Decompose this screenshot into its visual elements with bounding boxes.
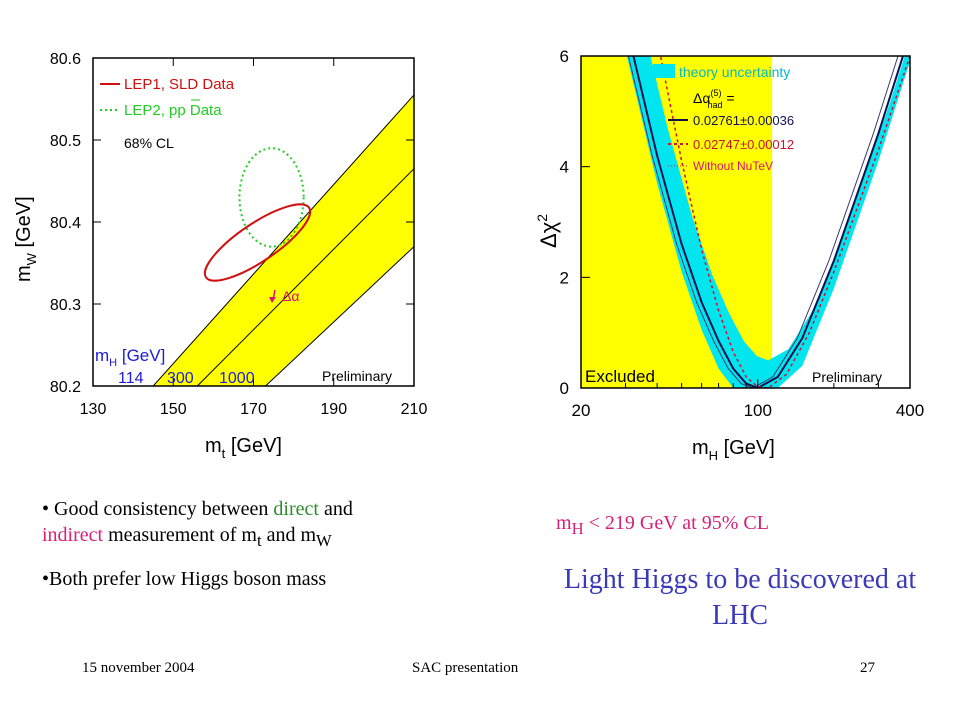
higgs-mass-limit: mH < 219 GeV at 95% CL [556,512,769,539]
higgs-line-1000 [265,246,414,386]
higgs-line-300 [196,168,414,386]
mh-value-114: 114 [118,370,144,387]
footer-date: 15 november 2004 [82,660,195,676]
sub-t: t [256,531,262,550]
left-plot-area [152,94,414,386]
right-y-axis-title: Δχ2 [534,214,561,248]
bullet-list: • Good consistency between direct and ind… [42,496,472,604]
bullet-1-text: Good consistency between [54,498,274,520]
bullet-1-mid: measurement of m [103,524,257,546]
cl-label: 68% CL [124,135,174,151]
higgs-line-114 [152,94,414,386]
left-y-tick-label: 80.5 [50,133,81,150]
left-y-tick-label: 80.2 [50,379,81,396]
left-x-tick-label: 190 [320,401,347,418]
right-y-tick-label: 4 [560,158,569,177]
bullet-2-text: Both prefer low Higgs boson mass [49,568,327,590]
left-axis-ticks: 130 150 170 190 210 80.2 80.3 80.4 80.5 80.6 [50,51,428,418]
legend-label-nutev: Without NuTeV [693,159,773,173]
mh-value-300: 300 [167,370,194,387]
right-y-tick-label: 2 [560,268,569,287]
legend-label-lep1: LEP1, SLD Data [124,76,235,93]
limit-sub-h: H [571,519,584,538]
limit-text: < 219 GeV at 95% CL [583,512,769,534]
delta-alpha-label: Δα [282,288,299,304]
light-higgs-conclusion: Light Higgs to be discovered at LHC [563,564,917,631]
left-x-axis-title: mt [GeV] [205,435,282,461]
excluded-label: Excluded [585,367,655,386]
legend-label-lep2: LEP2, pp Data [124,102,222,119]
right-axis-ticks: 20 100 400 0 2 4 6 [560,47,925,420]
left-x-tick-label: 130 [80,401,107,418]
left-y-axis-title: mW [GeV] [13,196,39,282]
footer-page-number: 27 [860,660,875,676]
indirect-word: indirect [42,524,104,546]
legend-swatch-theory [653,64,675,78]
left-x-tick-label: 150 [160,401,187,418]
bullet-low-higgs: •Both prefer low Higgs boson mass [42,568,327,590]
right-x-tick-label: 20 [572,401,591,420]
bullet-1-and: and [318,498,353,520]
limit-m: m [556,512,572,534]
bullet-consistency: • Good consistency between direct and ind… [42,498,353,550]
direct-word: direct [273,498,319,520]
left-preliminary-label: Preliminary [322,368,392,384]
right-x-tick-label: 100 [744,401,772,420]
lep2-ellipse [238,147,305,248]
right-preliminary-label: Preliminary [812,369,882,385]
bullet-1-and2: and m [261,524,317,546]
mw-vs-mt-chart: 130 150 170 190 210 80.2 80.3 80.4 80.5 80.6 LEP1… [13,51,428,461]
nutev-curve [627,56,899,388]
right-x-tick-label: 400 [896,401,924,420]
left-y-tick-label: 80.4 [50,215,81,232]
legend-label-alt: 0.02747±0.00012 [693,137,794,152]
legend-label-nominal: 0.02761±0.00036 [693,113,794,128]
mh-band-label: mH [GeV] [95,346,165,369]
legend-label-theory: theory uncertainty [679,64,790,80]
right-x-axis-title: mH [GeV] [692,437,775,463]
lep1-ellipse [203,203,312,282]
right-plot-area [581,56,910,388]
left-x-tick-label: 170 [240,401,267,418]
alt-alpha-curve [659,56,910,388]
left-x-tick-label: 210 [401,401,428,418]
right-y-tick-label: 0 [560,379,569,398]
right-plot-frame [580,55,911,389]
sub-w: W [316,531,332,550]
delta-alpha-arrow [269,289,276,303]
right-y-tick-label: 6 [560,47,569,66]
left-y-tick-label: 80.6 [50,51,81,68]
left-y-tick-label: 80.3 [50,297,81,314]
mh-value-1000: 1000 [219,370,255,387]
footer-title: SAC presentation [412,660,519,676]
